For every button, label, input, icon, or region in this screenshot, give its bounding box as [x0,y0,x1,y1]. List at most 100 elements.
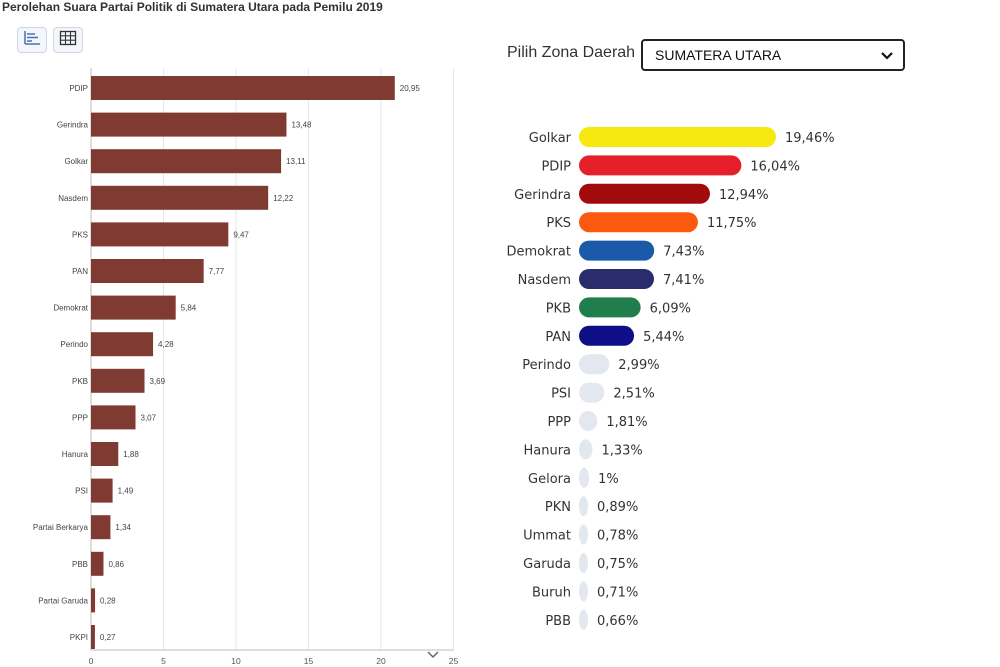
category-label: Demokrat [53,304,88,313]
value-label: 2,51% [613,387,654,402]
x-tick-label: 15 [304,656,314,666]
value-label: 1,34 [115,523,131,532]
category-label: PPP [72,413,88,422]
category-label: Perindo [522,358,571,373]
category-label: PKS [546,216,571,231]
chart-view-button[interactable] [17,27,47,53]
bar [579,467,590,488]
value-label: 3,69 [150,377,166,386]
bar [91,295,176,320]
category-label: PPP [547,415,571,430]
bar [579,354,610,375]
value-label: 0,27 [100,633,116,642]
value-label: 4,28 [158,340,174,349]
bar [91,478,113,503]
bar [579,439,593,460]
bar [91,332,154,357]
table-grid-icon [59,30,77,51]
chevron-down-icon [427,651,439,659]
category-label: PKPI [70,633,88,642]
bar [91,76,395,100]
value-label: 6,09% [650,301,691,316]
category-label: PDIP [541,159,571,174]
value-label: 1,49 [118,487,134,496]
bar [579,496,589,517]
bar [91,259,204,283]
value-label: 0,66% [597,614,638,629]
value-label: 11,75% [707,216,757,231]
bar [91,185,269,210]
table-view-button[interactable] [53,27,83,53]
value-label: 9,47 [233,230,249,239]
bar [91,405,136,430]
bar [91,588,96,613]
value-label: 0,71% [597,585,638,600]
bar [579,155,742,176]
zone-label: Pilih Zona Daerah [507,44,636,61]
category-label: Golkar [529,131,572,146]
value-label: 0,75% [597,557,638,572]
bar [91,515,111,540]
bar [579,127,776,147]
category-label: Partai Garuda [38,596,88,605]
bar [579,183,710,204]
category-label: PSI [75,487,88,496]
bar [91,112,287,137]
category-label: PBB [72,560,88,569]
category-label: Hanura [523,443,571,458]
bar [91,442,119,466]
category-label: PKB [72,377,88,386]
x-tick-label: 0 [89,656,94,666]
value-label: 13,48 [291,121,312,130]
right-bar-chart: Golkar 19,46% PDIP 16,04% Gerindra 12,94% PKS 1… [506,127,835,630]
zone-select[interactable]: SUMATERA UTARA [641,39,905,71]
bar [579,524,588,545]
value-label: 0,78% [597,529,638,544]
bar-chart-icon [23,30,41,51]
x-tick-label: 10 [231,656,241,666]
value-label: 7,43% [663,245,704,260]
category-label: PBB [545,614,571,629]
chart-title: Perolehan Suara Partai Politik di Sumate… [2,0,383,14]
bar [579,553,588,573]
value-label: 5,44% [643,330,684,345]
category-label: Gerindra [514,188,571,203]
value-label: 20,95 [400,84,421,93]
category-label: PKB [546,301,571,316]
zone-select-value: SUMATERA UTARA [655,47,782,63]
bar [579,581,588,602]
category-label: Gerindra [57,121,89,130]
value-label: 1,33% [601,443,642,458]
value-label: 12,94% [719,188,769,203]
x-tick-label: 25 [449,656,459,666]
category-label: PAN [545,330,571,345]
x-tick-label: 5 [161,656,166,666]
bar [91,149,282,174]
value-label: 1,88 [123,450,139,459]
category-label: Ummat [523,529,571,544]
value-label: 0,89% [597,500,638,515]
category-label: PKS [72,230,88,239]
bar [579,240,655,261]
value-label: 0,28 [100,596,116,605]
chevron-stroke [427,651,439,659]
value-label: 19,46% [785,131,835,146]
category-label: PKN [545,500,571,515]
value-label: 7,77 [209,267,225,276]
value-label: 5,84 [181,304,197,313]
category-label: Hanura [62,450,89,459]
bar [579,269,655,289]
bar [579,212,698,233]
bar [579,382,605,403]
value-label: 7,41% [663,273,704,288]
category-label: Nasdem [518,273,571,288]
bar [579,325,635,346]
category-label: PSI [551,387,571,402]
value-label: 1,81% [606,415,647,430]
category-label: Garuda [523,557,571,572]
value-label: 1% [598,472,619,487]
left-bar-chart: 0 5 10 15 20 25 PDIP 20,95 Gerindra 13,48 Golkar 13… [33,68,459,666]
category-label: Golkar [64,157,88,166]
category-label: Buruh [532,585,571,600]
value-label: 3,07 [141,413,157,422]
